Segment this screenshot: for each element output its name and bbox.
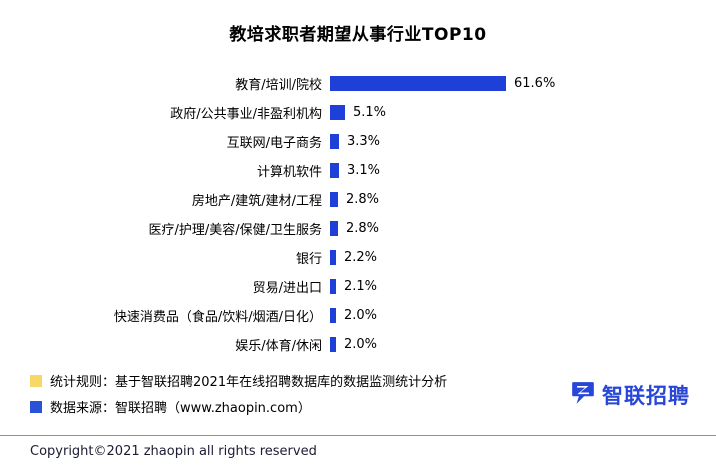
note-source-text: 数据来源：智联招聘（www.zhaopin.com） <box>50 401 311 416</box>
category-label: 银行 <box>295 252 322 267</box>
bar-chart: 教育/培训/院校 61.6% 政府/公共事业/非盈利机构 5.1% 互联网/电子商务 3.… <box>0 69 716 359</box>
zhaopin-logo: 智联招聘 <box>570 380 690 410</box>
chart-row: 娱乐/体育/休闲 2.0% <box>0 330 716 359</box>
zhaopin-logo-icon <box>570 380 596 410</box>
bar <box>330 221 338 236</box>
bar <box>330 76 506 91</box>
bar <box>330 192 338 207</box>
chart-row: 政府/公共事业/非盈利机构 5.1% <box>0 98 716 127</box>
footnotes: 统计规则：基于智联招聘2021年在线招聘数据库的数据监测统计分析 数据来源：智联… <box>30 371 716 416</box>
bar <box>330 250 336 265</box>
bar <box>330 337 336 352</box>
bar <box>330 279 336 294</box>
chart-row: 教育/培训/院校 61.6% <box>0 69 716 98</box>
category-label: 快速消费品（食品/饮料/烟酒/日化） <box>113 310 322 325</box>
value-label: 3.3% <box>347 134 381 149</box>
value-label: 2.0% <box>344 308 378 323</box>
value-label: 2.2% <box>344 250 378 265</box>
chart-row: 贸易/进出口 2.1% <box>0 272 716 301</box>
chart-row: 医疗/护理/美容/保健/卫生服务 2.8% <box>0 214 716 243</box>
copyright: Copyright©2021 zhaopin all rights reserv… <box>30 444 317 459</box>
value-label: 5.1% <box>353 105 387 120</box>
value-label: 2.0% <box>344 337 378 352</box>
value-label: 61.6% <box>514 76 556 91</box>
bar <box>330 105 345 120</box>
category-label: 互联网/电子商务 <box>226 136 322 151</box>
chart-row: 房地产/建筑/建材/工程 2.8% <box>0 185 716 214</box>
category-label: 计算机软件 <box>256 165 322 180</box>
chart-row: 互联网/电子商务 3.3% <box>0 127 716 156</box>
chart-row: 计算机软件 3.1% <box>0 156 716 185</box>
category-label: 教育/培训/院校 <box>235 78 322 93</box>
value-label: 3.1% <box>347 163 381 178</box>
footer-divider <box>0 435 716 436</box>
chart-title: 教培求职者期望从事行业TOP10 <box>229 25 487 45</box>
category-label: 医疗/护理/美容/保健/卫生服务 <box>148 223 322 238</box>
bar <box>330 308 336 323</box>
category-label: 政府/公共事业/非盈利机构 <box>170 107 322 122</box>
note-rule-text: 统计规则：基于智联招聘2021年在线招聘数据库的数据监测统计分析 <box>50 375 448 390</box>
bar <box>330 134 339 149</box>
chart-row: 快速消费品（食品/饮料/烟酒/日化） 2.0% <box>0 301 716 330</box>
category-label: 娱乐/体育/休闲 <box>235 339 322 354</box>
category-label: 贸易/进出口 <box>252 281 322 296</box>
zhaopin-logo-text: 智联招聘 <box>602 384 690 408</box>
note-data-source: 数据来源：智联招聘（www.zhaopin.com） <box>30 397 716 416</box>
value-label: 2.8% <box>346 192 380 207</box>
value-label: 2.8% <box>346 221 380 236</box>
value-label: 2.1% <box>344 279 378 294</box>
rule-marker-square <box>30 374 42 387</box>
bar <box>330 163 339 178</box>
category-label: 房地产/建筑/建材/工程 <box>191 194 322 209</box>
note-statistics-rule: 统计规则：基于智联招聘2021年在线招聘数据库的数据监测统计分析 <box>30 371 716 390</box>
source-marker-square <box>30 400 42 413</box>
chart-row: 银行 2.2% <box>0 243 716 272</box>
